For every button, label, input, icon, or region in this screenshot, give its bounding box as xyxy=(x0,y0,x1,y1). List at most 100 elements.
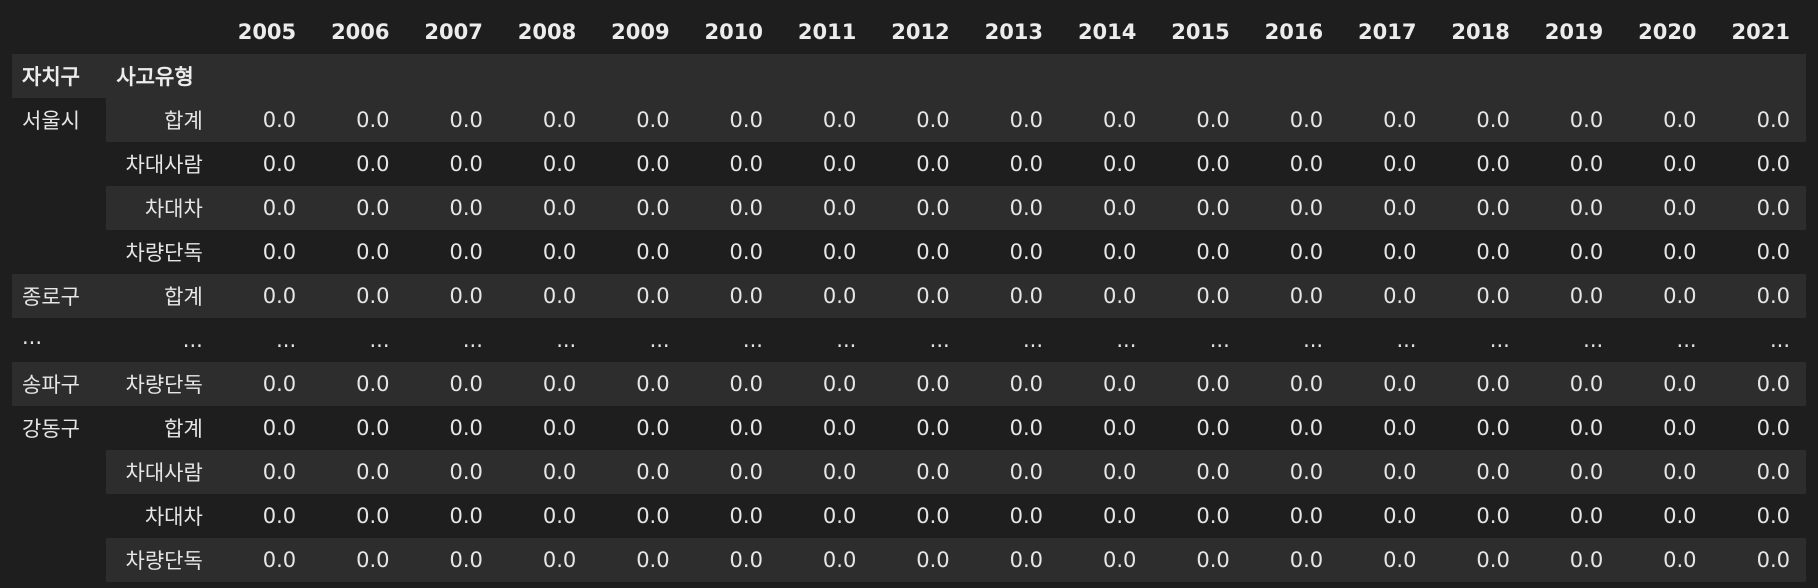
table-row: 차대차 0.0 0.0 0.0 0.0 0.0 0.0 0.0 0.0 0.0 0.0 0.0 0.0 0… xyxy=(12,494,1806,538)
table-row: 차대사람 0.0 0.0 0.0 0.0 0.0 0.0 0.0 0.0 0.0 0.0 0.0 0.0… xyxy=(12,450,1806,494)
empty-header-cell xyxy=(1432,54,1525,98)
table-row: 차량단독 0.0 0.0 0.0 0.0 0.0 0.0 0.0 0.0 0.0 0.0 0.0 0.0… xyxy=(12,538,1806,582)
table-cell: 0.0 xyxy=(1476,108,1510,132)
empty-header-cell xyxy=(1713,54,1806,98)
table-row: 송파구 차량단독 0.0 0.0 0.0 0.0 0.0 0.0 0.0 0.0 0.0 0.0 0.0… xyxy=(12,362,1806,406)
empty-header-cell xyxy=(779,54,872,98)
table-cell: 0.0 xyxy=(1756,416,1790,440)
table-cell: 0.0 xyxy=(1196,416,1230,440)
empty-header-cell xyxy=(1619,54,1712,98)
row-index-type: 합계 xyxy=(164,417,203,441)
row-index-gu: 송파구 xyxy=(12,362,107,406)
table-cell: 0.0 xyxy=(1289,416,1324,440)
table-cell: 0.0 xyxy=(262,548,297,572)
row-index-type: 차량단독 xyxy=(125,241,203,265)
table-cell: 0.0 xyxy=(542,504,577,528)
column-header-year: 2018 xyxy=(1451,20,1510,44)
table-cell: 0.0 xyxy=(636,240,670,264)
table-cell: 0.0 xyxy=(1383,416,1417,440)
table-cell: 0.0 xyxy=(1009,240,1044,264)
column-header-year: 2016 xyxy=(1264,20,1324,44)
table-cell: ... xyxy=(836,328,857,352)
empty-corner-cell xyxy=(106,10,218,54)
row-index-type: 차대사람 xyxy=(125,153,203,177)
table-cell: 0.0 xyxy=(729,240,763,264)
table-cell: ... xyxy=(1583,328,1604,352)
table-cell: 0.0 xyxy=(1009,548,1044,572)
table-cell: 0.0 xyxy=(1569,460,1604,484)
empty-header-cell xyxy=(1526,54,1619,98)
table-cell: 0.0 xyxy=(1569,284,1604,308)
table-cell: 0.0 xyxy=(1289,284,1324,308)
table-cell: 0.0 xyxy=(1663,548,1697,572)
table-cell: 0.0 xyxy=(262,372,297,396)
table-cell: 0.0 xyxy=(916,460,950,484)
table-cell: 0.0 xyxy=(356,284,390,308)
table-cell: ... xyxy=(556,328,577,352)
table-cell: 0.0 xyxy=(356,108,390,132)
table-cell: 0.0 xyxy=(262,460,297,484)
table-cell: 0.0 xyxy=(542,108,577,132)
table-cell: 0.0 xyxy=(1756,548,1790,572)
row-index-type: 합계 xyxy=(164,109,203,133)
table-cell: 0.0 xyxy=(1289,504,1324,528)
table-cell: 0.0 xyxy=(542,372,577,396)
table-cell: 0.0 xyxy=(1196,504,1230,528)
table-cell: ... xyxy=(929,328,950,352)
table-cell: 0.0 xyxy=(729,152,763,176)
table-cell: 0.0 xyxy=(822,372,857,396)
table-body: 서울시 합계 0.0 0.0 0.0 0.0 0.0 0.0 0.0 0.0 0.0 0.0 0.0 0.… xyxy=(12,98,1806,582)
row-index-type: 차대차 xyxy=(144,505,203,529)
table-cell: 0.0 xyxy=(1289,548,1324,572)
table-cell: 0.0 xyxy=(1383,460,1417,484)
table-cell: 0.0 xyxy=(1663,504,1697,528)
table-cell: 0.0 xyxy=(1569,372,1604,396)
column-header-year: 2019 xyxy=(1544,20,1604,44)
table-cell: 0.0 xyxy=(916,196,950,220)
table-cell: 0.0 xyxy=(1383,284,1417,308)
index-name-gu: 자치구 xyxy=(22,65,80,89)
table-cell: 0.0 xyxy=(449,108,483,132)
empty-header-cell xyxy=(499,54,592,98)
table-cell: 0.0 xyxy=(449,240,483,264)
table-cell: 0.0 xyxy=(262,152,297,176)
table-cell: ... xyxy=(1489,328,1510,352)
column-header-year: 2020 xyxy=(1638,20,1697,44)
table-cell: 0.0 xyxy=(542,196,577,220)
table-cell: 0.0 xyxy=(1289,372,1324,396)
table-cell: 0.0 xyxy=(1756,240,1790,264)
table-cell: 0.0 xyxy=(1756,460,1790,484)
table-cell: 0.0 xyxy=(729,196,763,220)
table-cell: 0.0 xyxy=(1476,460,1510,484)
table-cell: 0.0 xyxy=(822,416,857,440)
table-cell: 0.0 xyxy=(449,372,483,396)
table-cell: 0.0 xyxy=(1102,460,1137,484)
table-cell: 0.0 xyxy=(916,548,950,572)
column-header-year: 2006 xyxy=(331,20,390,44)
column-header-year: 2008 xyxy=(517,20,577,44)
empty-header-cell xyxy=(872,54,965,98)
table-cell: ... xyxy=(1676,328,1697,352)
table-cell: 0.0 xyxy=(636,108,670,132)
empty-header-cell xyxy=(406,54,499,98)
column-header-year: 2007 xyxy=(424,20,483,44)
table-cell: 0.0 xyxy=(449,460,483,484)
table-cell: 0.0 xyxy=(1196,548,1230,572)
table-cell: 0.0 xyxy=(822,548,857,572)
table-cell: 0.0 xyxy=(1102,372,1137,396)
table-cell: 0.0 xyxy=(636,416,670,440)
table-cell: 0.0 xyxy=(822,284,857,308)
table-cell: ... xyxy=(276,328,297,352)
table-cell: 0.0 xyxy=(542,152,577,176)
table-cell: 0.0 xyxy=(449,548,483,572)
table-cell: 0.0 xyxy=(262,196,297,220)
table-cell: 0.0 xyxy=(1383,152,1417,176)
table-cell: 0.0 xyxy=(1289,152,1324,176)
table-cell: ... xyxy=(649,328,670,352)
table-cell: ... xyxy=(1023,328,1044,352)
empty-header-cell xyxy=(592,54,685,98)
row-index-type: 차대사람 xyxy=(125,461,203,485)
table-cell: 0.0 xyxy=(636,460,670,484)
table-cell: 0.0 xyxy=(1102,152,1137,176)
table-cell: 0.0 xyxy=(1383,504,1417,528)
